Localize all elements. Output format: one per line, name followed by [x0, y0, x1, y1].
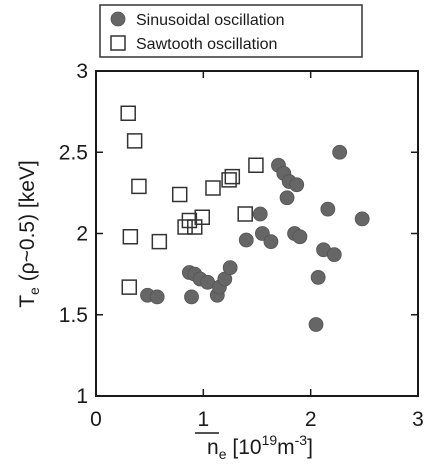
y-tick-label: 2	[76, 223, 88, 246]
legend-box	[99, 4, 363, 58]
x-tick-label: 2	[305, 408, 317, 431]
data-point-sawtooth	[120, 105, 136, 121]
legend-marker	[110, 11, 126, 27]
data-point-sawtooth	[171, 186, 188, 203]
data-point-sawtooth	[224, 168, 241, 185]
data-point-sinusoidal	[252, 206, 268, 222]
y-tick-label: 3	[76, 60, 88, 83]
data-point-sawtooth	[194, 209, 211, 225]
data-point-sinusoidal	[279, 190, 295, 206]
data-points	[120, 105, 370, 332]
data-point-sinusoidal	[149, 289, 165, 305]
x-tick-label: 3	[412, 408, 424, 431]
data-point-sawtooth	[126, 133, 143, 149]
legend: Sinusoidal oscillation Sawtooth oscillati…	[99, 4, 363, 58]
data-point-sawtooth	[151, 233, 168, 250]
data-point-sinusoidal	[326, 247, 342, 263]
x-tick-label: 1	[197, 408, 209, 431]
data-point-sawtooth	[237, 206, 253, 222]
data-point-sawtooth	[131, 178, 147, 195]
data-point-sinusoidal	[332, 144, 348, 160]
legend-label: Sinusoidal oscillation	[136, 12, 285, 29]
y-tick-label: 1	[76, 385, 88, 408]
data-point-sinusoidal	[289, 177, 305, 193]
data-point-sinusoidal	[292, 229, 308, 245]
data-point-sinusoidal	[184, 289, 199, 305]
data-point-sawtooth	[248, 157, 264, 173]
data-point-sinusoidal	[310, 269, 326, 285]
data-point-sinusoidal	[354, 211, 370, 227]
axis-ticks: 0 1 2 311.522.53	[59, 60, 424, 431]
data-point-sawtooth	[121, 279, 138, 295]
data-point-sinusoidal	[238, 232, 254, 248]
data-point-sawtooth	[205, 180, 221, 196]
x-tick-label: 0	[90, 408, 102, 431]
legend-marker	[110, 35, 126, 51]
y-tick-label: 2.5	[59, 141, 88, 164]
y-axis-label: Te (ρ~0.5) [keV]	[16, 160, 42, 308]
data-point-sawtooth	[122, 229, 139, 245]
y-tick-label: 1.5	[59, 304, 88, 327]
data-point-sawtooth	[221, 172, 237, 188]
data-point-sinusoidal	[222, 260, 238, 276]
data-point-sinusoidal	[263, 234, 279, 250]
legend-label: Sawtooth oscillation	[136, 36, 277, 53]
x-axis-label: ne [1019m-3]	[207, 432, 313, 462]
data-point-sinusoidal	[308, 317, 324, 332]
data-point-sinusoidal	[320, 201, 336, 217]
